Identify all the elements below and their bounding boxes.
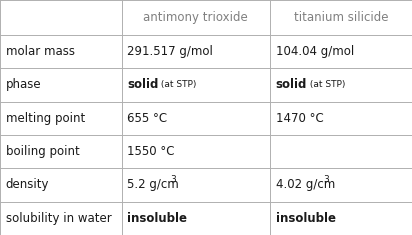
Text: melting point: melting point (6, 112, 85, 125)
Text: phase: phase (6, 78, 41, 91)
Text: 3: 3 (323, 175, 329, 184)
Text: (at STP): (at STP) (307, 80, 345, 89)
Text: boiling point: boiling point (6, 145, 80, 158)
Text: 291.517 g/mol: 291.517 g/mol (127, 45, 213, 58)
Text: 655 °C: 655 °C (127, 112, 167, 125)
Text: insoluble: insoluble (276, 212, 336, 225)
Text: 4.02 g/cm: 4.02 g/cm (276, 178, 335, 192)
Text: antimony trioxide: antimony trioxide (143, 11, 248, 24)
Text: 3: 3 (171, 175, 176, 184)
Text: solid: solid (276, 78, 307, 91)
Text: insoluble: insoluble (127, 212, 187, 225)
Text: 5.2 g/cm: 5.2 g/cm (127, 178, 179, 192)
Text: 1550 °C: 1550 °C (127, 145, 175, 158)
Text: 1470 °C: 1470 °C (276, 112, 323, 125)
Text: solubility in water: solubility in water (6, 212, 112, 225)
Text: density: density (6, 178, 49, 192)
Text: titanium silicide: titanium silicide (294, 11, 388, 24)
Text: (at STP): (at STP) (158, 80, 197, 89)
Text: solid: solid (127, 78, 159, 91)
Text: 104.04 g/mol: 104.04 g/mol (276, 45, 354, 58)
Text: molar mass: molar mass (6, 45, 75, 58)
